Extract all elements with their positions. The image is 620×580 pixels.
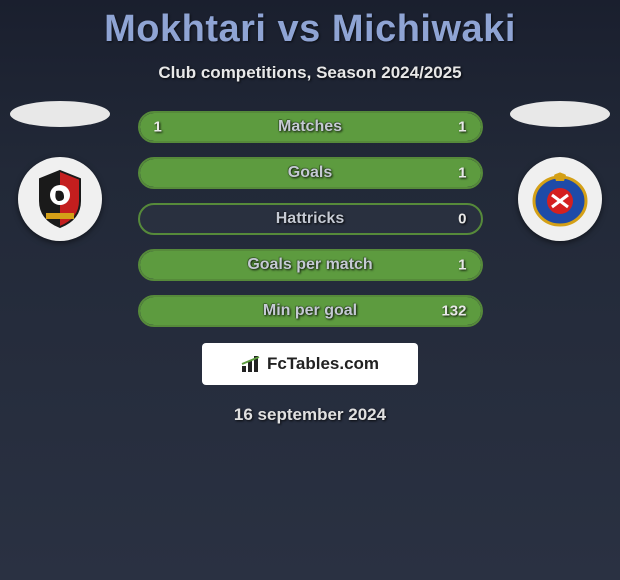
branding-badge[interactable]: FcTables.com [202,343,418,385]
club-badge-right [518,157,602,241]
stat-value-right: 132 [441,303,466,320]
stat-row: Goals 1 [138,157,483,189]
stat-value-left: 1 [154,119,162,136]
title-player-right: Michiwaki [332,8,516,50]
stat-label: Min per goal [263,302,357,320]
stat-value-right: 1 [458,257,466,274]
title-player-left: Mokhtari [104,8,266,50]
player-right-avatar-placeholder [510,101,610,127]
stat-label: Goals [288,164,332,182]
page-title: Mokhtari vs Michiwaki [0,0,620,51]
club-crest-left-icon [28,167,92,231]
stat-row: 1 Matches 1 [138,111,483,143]
stat-row: Hattricks 0 [138,203,483,235]
stat-value-right: 1 [458,119,466,136]
stats-list: 1 Matches 1 Goals 1 Hattricks 0 Goals per match… [138,111,483,327]
stat-value-right: 0 [458,211,466,228]
stat-row: Goals per match 1 [138,249,483,281]
club-badge-left [18,157,102,241]
player-right-column [510,101,610,241]
player-left-column [10,101,110,241]
stat-label: Matches [278,118,342,136]
title-vs: vs [278,8,321,50]
stat-label: Hattricks [276,210,344,228]
stat-row: Min per goal 132 [138,295,483,327]
subtitle: Club competitions, Season 2024/2025 [0,63,620,83]
stat-label: Goals per match [247,256,372,274]
club-crest-right-icon [528,167,592,231]
player-left-avatar-placeholder [10,101,110,127]
branding-text: FcTables.com [267,354,379,374]
stat-value-right: 1 [458,165,466,182]
comparison-area: 1 Matches 1 Goals 1 Hattricks 0 Goals per match… [0,111,620,327]
bars-icon [241,355,263,373]
footer-date: 16 september 2024 [0,405,620,425]
